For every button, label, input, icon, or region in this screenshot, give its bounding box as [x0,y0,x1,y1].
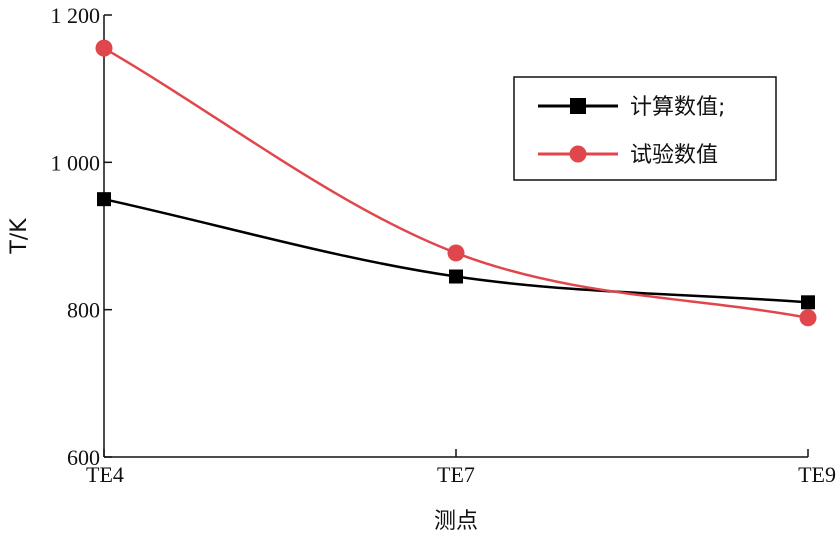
data-point-circle [799,309,817,327]
x-tick-label: TE7 [437,462,475,487]
legend-label-experimental: 试验数值 [630,143,718,168]
y-tick-label: 600 [67,445,100,470]
x-axis-ticks: TE4 TE7 TE9 [86,449,836,487]
y-tick-label: 1 000 [51,150,101,175]
x-axis-title: 测点 [434,509,478,534]
data-point-square [801,295,815,310]
x-tick-label: TE4 [86,462,124,487]
y-tick-label: 1 200 [51,3,101,28]
legend-marker-square [570,98,586,114]
y-axis-title: T/K [7,218,32,255]
legend-label-calculated: 计算数值; [630,95,725,120]
legend: 计算数值; 试验数值 [513,76,777,181]
y-tick-label: 800 [67,298,100,323]
data-point-square [449,269,463,284]
y-axis-ticks: 600 800 1 000 1 200 [51,3,112,470]
legend-marker-circle [569,145,587,163]
series-markers [95,39,817,327]
x-tick-label: TE9 [798,462,836,487]
data-point-circle [95,39,113,57]
legend-box [513,76,777,181]
data-point-square [97,192,111,207]
data-point-circle [447,244,465,262]
